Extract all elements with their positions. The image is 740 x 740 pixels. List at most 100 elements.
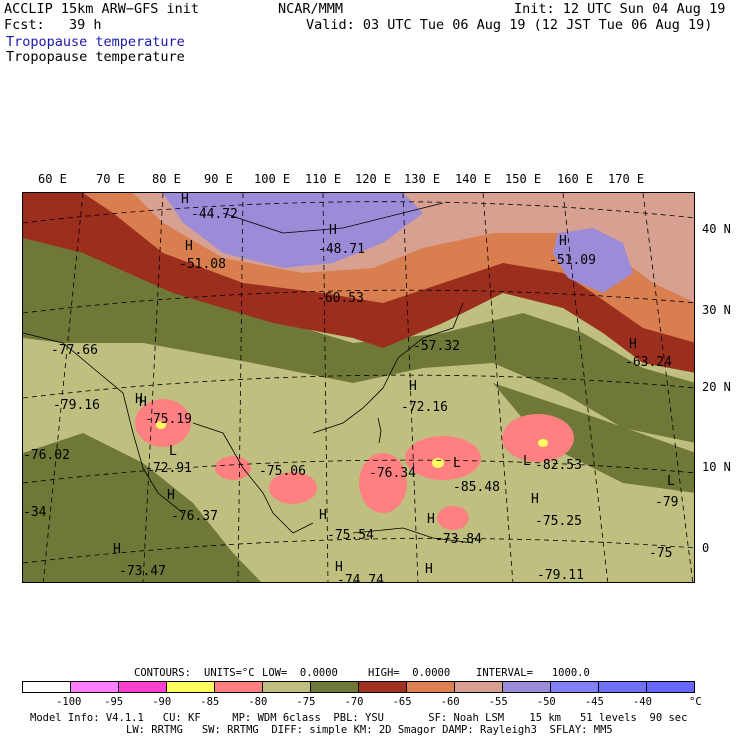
latitude-label: 20 N <box>702 380 731 394</box>
legend-swatch <box>647 682 694 692</box>
value-label: -82.53 <box>535 458 582 473</box>
value-label: -75.19 <box>145 412 192 427</box>
legend-tick-label: -75 <box>296 696 316 708</box>
longitude-label: 80 E <box>152 172 181 186</box>
longitude-label: 110 E <box>305 172 342 186</box>
high-marker: H <box>181 193 189 207</box>
value-label: -51.08 <box>179 257 226 272</box>
model-title: ACCLIP 15km ARW−GFS init <box>4 1 200 17</box>
organization-label: NCAR/MMM <box>278 1 344 17</box>
legend-tick-label: -50 <box>536 696 556 708</box>
value-label: -75.54 <box>327 528 374 543</box>
value-label: -72.91 <box>145 461 192 476</box>
value-label: -44.72 <box>191 207 238 222</box>
value-label: -76.34 <box>369 466 416 481</box>
high-marker: H <box>185 239 193 254</box>
legend-tick-label: -55 <box>488 696 508 708</box>
legend-tick-label: -95 <box>104 696 124 708</box>
high-marker: H <box>113 542 121 557</box>
legend-swatch <box>455 682 503 692</box>
high-marker: H <box>531 492 539 507</box>
legend-tick-label: -70 <box>344 696 364 708</box>
value-label: -75.06 <box>259 464 306 479</box>
legend-swatch <box>167 682 215 692</box>
legend-swatch <box>551 682 599 692</box>
map-panel: H -44.72 H -51.08 H -48.71 -60.53 H -51.09 -57.32… <box>22 192 695 583</box>
value-label: -57.32 <box>413 339 460 354</box>
model-info-line-2: LW: RRTMG SW: RRTMG DIFF: simple KM: 2D … <box>126 724 613 736</box>
legend-tick-label: -85 <box>200 696 220 708</box>
high-label: HIGH= 0.0000 <box>368 667 451 679</box>
units-label: UNITS=°C <box>204 667 255 679</box>
high-marker: H <box>135 392 143 407</box>
longitude-label: 100 E <box>254 172 291 186</box>
southwest-olive-region <box>23 433 262 582</box>
value-label: -77.66 <box>51 343 98 358</box>
high-marker: H <box>335 560 343 575</box>
value-label: -85.48 <box>453 480 500 495</box>
tropopause-temperature-map: H-44.72H-51.08H-48.71-60.53H-51.09-57.32… <box>23 193 694 583</box>
longitude-label: 120 E <box>355 172 392 186</box>
legend-tick-label: -65 <box>392 696 412 708</box>
high-marker: H <box>425 562 433 577</box>
value-label: -73.47 <box>119 564 166 579</box>
value-label: -75 <box>649 546 672 561</box>
legend-swatch <box>599 682 647 692</box>
violet-north-region <box>163 193 423 268</box>
low-label: LOW= 0.0000 <box>262 667 338 679</box>
value-label: -63.24 <box>625 355 672 370</box>
value-label: -60.53 <box>317 291 364 306</box>
longitude-label: 130 E <box>404 172 441 186</box>
longitude-label: 60 E <box>38 172 67 186</box>
low-marker: L <box>453 456 461 471</box>
value-label: -79.16 <box>53 398 100 413</box>
high-marker: H <box>329 223 337 238</box>
longitude-label: 90 E <box>204 172 233 186</box>
value-label: -76.37 <box>171 509 218 524</box>
legend-swatch <box>119 682 167 692</box>
low-marker: L <box>667 474 675 489</box>
value-label: -48.71 <box>318 242 365 257</box>
olive-band <box>23 233 694 443</box>
value-label: -74.74 <box>337 573 384 583</box>
color-legend-bar <box>22 681 695 693</box>
legend-swatch <box>407 682 455 692</box>
value-label: -51.09 <box>549 253 596 268</box>
latitude-label: 30 N <box>702 303 731 317</box>
contours-label: CONTOURS: <box>134 667 191 679</box>
longitude-label: 140 E <box>455 172 492 186</box>
interval-label: INTERVAL= 1000.0 <box>476 667 590 679</box>
longitude-label: 70 E <box>96 172 125 186</box>
low-marker: L <box>523 454 531 469</box>
legend-tick-label: -90 <box>152 696 172 708</box>
longitude-label: 150 E <box>505 172 542 186</box>
east-olive-region <box>493 383 694 493</box>
value-label: -76.02 <box>23 448 70 463</box>
legend-tick-label: -60 <box>440 696 460 708</box>
value-label: -79.11 <box>537 568 584 583</box>
legend-tick-label: -80 <box>248 696 268 708</box>
value-label: -79 <box>655 495 678 510</box>
legend-swatch <box>311 682 359 692</box>
map-annotations: H-44.72H-51.08H-48.71-60.53H-51.09-57.32… <box>23 193 678 583</box>
legend-swatch <box>71 682 119 692</box>
legend-tick-label: -100 <box>56 696 82 708</box>
legend-swatch <box>503 682 551 692</box>
legend-tick-label: -40 <box>632 696 652 708</box>
high-marker: H <box>427 512 435 527</box>
value-label: -34 <box>23 505 47 520</box>
graticule <box>23 193 694 582</box>
latitude-label: 0 <box>702 541 710 555</box>
value-label: -73.84 <box>435 532 482 547</box>
longitude-label: 170 E <box>608 172 645 186</box>
legend-swatch <box>359 682 407 692</box>
high-marker: H <box>559 234 567 249</box>
high-marker: H <box>409 379 417 394</box>
coastlines <box>23 202 474 544</box>
field-name-primary: Tropopause temperature <box>6 34 185 50</box>
legend-unit: °C <box>689 696 702 708</box>
value-label: -75.25 <box>535 514 582 529</box>
legend-swatch <box>263 682 311 692</box>
high-marker: H <box>629 337 637 352</box>
latitude-label: 40 N <box>702 222 731 236</box>
